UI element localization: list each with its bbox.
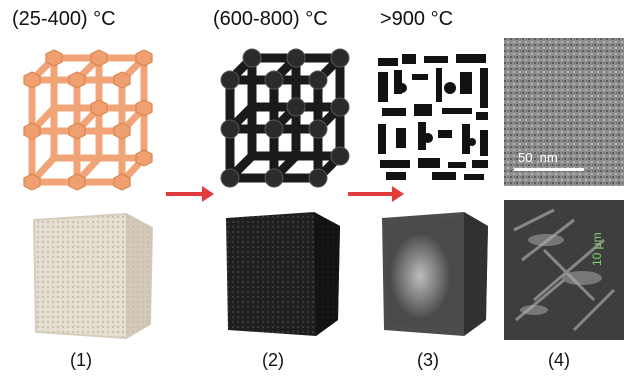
tem-scalebar-label: 50 nm <box>518 150 558 165</box>
black-lattice-illustration <box>212 46 360 191</box>
gray-foam-photo <box>372 202 492 340</box>
temperature-label-2: (600-800) °C <box>213 8 328 30</box>
black-foam-photo <box>216 200 348 340</box>
white-foam-photo <box>26 200 158 340</box>
arrow-stage-1-to-2 <box>166 186 214 202</box>
temperature-label-1: (25-400) °C <box>12 8 116 30</box>
sem-micrograph: 10 μm <box>504 200 624 340</box>
tem-micrograph: 50 nm <box>504 38 624 186</box>
stage-label-1: (1) <box>70 350 92 370</box>
temperature-label-3: >900 °C <box>380 8 454 30</box>
orange-lattice-illustration <box>14 46 164 194</box>
stage-label-4: (4) <box>548 350 570 370</box>
fragmented-lattice-illustration <box>372 48 494 188</box>
arrow-stage-2-to-3 <box>348 186 404 202</box>
sem-scalebar-label: 10 μm <box>590 232 604 266</box>
stage-label-3: (3) <box>417 350 439 370</box>
stage-label-2: (2) <box>262 350 284 370</box>
